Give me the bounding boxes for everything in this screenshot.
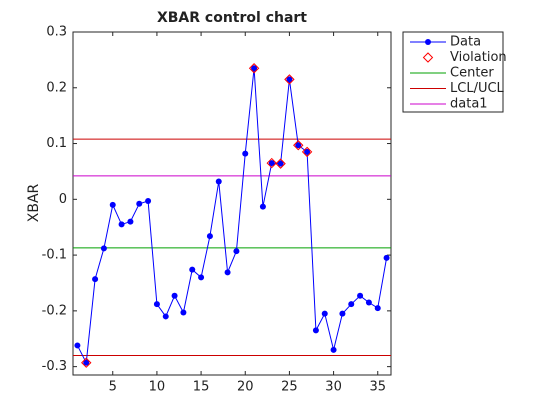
legend-symbol	[422, 52, 434, 63]
data-point	[215, 178, 222, 185]
data-point	[365, 299, 372, 306]
legend-label: data1	[450, 97, 488, 112]
data-point	[198, 274, 205, 281]
y-tick-label: 0.2	[46, 80, 67, 95]
x-tick-label: 10	[149, 380, 166, 395]
data-point	[145, 197, 152, 204]
y-tick-label: 0.3	[46, 25, 67, 40]
data-point	[321, 310, 328, 317]
legend-label: Center	[450, 66, 494, 81]
legend-label: LCL/UCL	[450, 81, 505, 96]
y-tick-label: -0.3	[42, 359, 67, 374]
data-point	[330, 346, 337, 353]
data-point	[251, 65, 258, 72]
data-point	[295, 142, 302, 149]
data-point	[74, 342, 81, 349]
data-point	[100, 245, 107, 252]
violation-marker	[293, 140, 304, 151]
y-tick-label: -0.2	[42, 303, 67, 318]
chart-title: XBAR control chart	[157, 10, 307, 26]
data-point	[357, 292, 364, 299]
violation-marker	[301, 146, 313, 158]
data-point	[286, 76, 293, 83]
legend-label: Data	[450, 35, 481, 50]
y-axis-label: XBAR	[26, 183, 42, 222]
data-point	[224, 269, 231, 276]
data-point	[206, 233, 213, 240]
data-point	[277, 160, 284, 167]
data-point	[127, 218, 134, 225]
data-point	[109, 201, 116, 208]
y-tick-label: -0.1	[42, 248, 67, 263]
data-point	[259, 203, 266, 210]
x-tick-label: 35	[369, 380, 386, 395]
data-point	[339, 310, 346, 317]
x-tick-label: 25	[281, 380, 298, 395]
data-point	[189, 266, 196, 273]
y-tick-label: 0.1	[46, 136, 67, 151]
data-point	[92, 276, 99, 283]
data-point	[118, 221, 125, 228]
data-point	[233, 248, 240, 255]
x-tick-label: 15	[193, 380, 210, 395]
data-point	[153, 301, 160, 308]
x-tick-label: 30	[325, 380, 342, 395]
data-point	[83, 359, 90, 366]
x-tick-label: 5	[109, 380, 117, 395]
data-point	[348, 301, 355, 308]
data-point	[268, 160, 275, 167]
legend-label: Violation	[450, 50, 507, 65]
data-point	[242, 150, 249, 157]
legend-box	[402, 31, 504, 113]
violation-marker	[284, 74, 295, 85]
violation-marker	[248, 63, 260, 74]
data-point	[180, 309, 187, 316]
plot-frame	[72, 31, 392, 376]
data-point	[136, 200, 143, 207]
data-point	[171, 292, 178, 299]
legend-symbol	[425, 39, 431, 45]
data-point	[304, 148, 311, 155]
x-tick-label: 20	[237, 380, 254, 395]
violation-marker	[81, 357, 92, 368]
data-point	[383, 254, 390, 261]
data-point	[312, 327, 319, 334]
data-point	[162, 313, 169, 320]
violation-marker	[275, 158, 286, 169]
y-tick-label: 0	[59, 192, 67, 207]
violation-marker	[266, 157, 277, 169]
data-point	[374, 305, 381, 312]
